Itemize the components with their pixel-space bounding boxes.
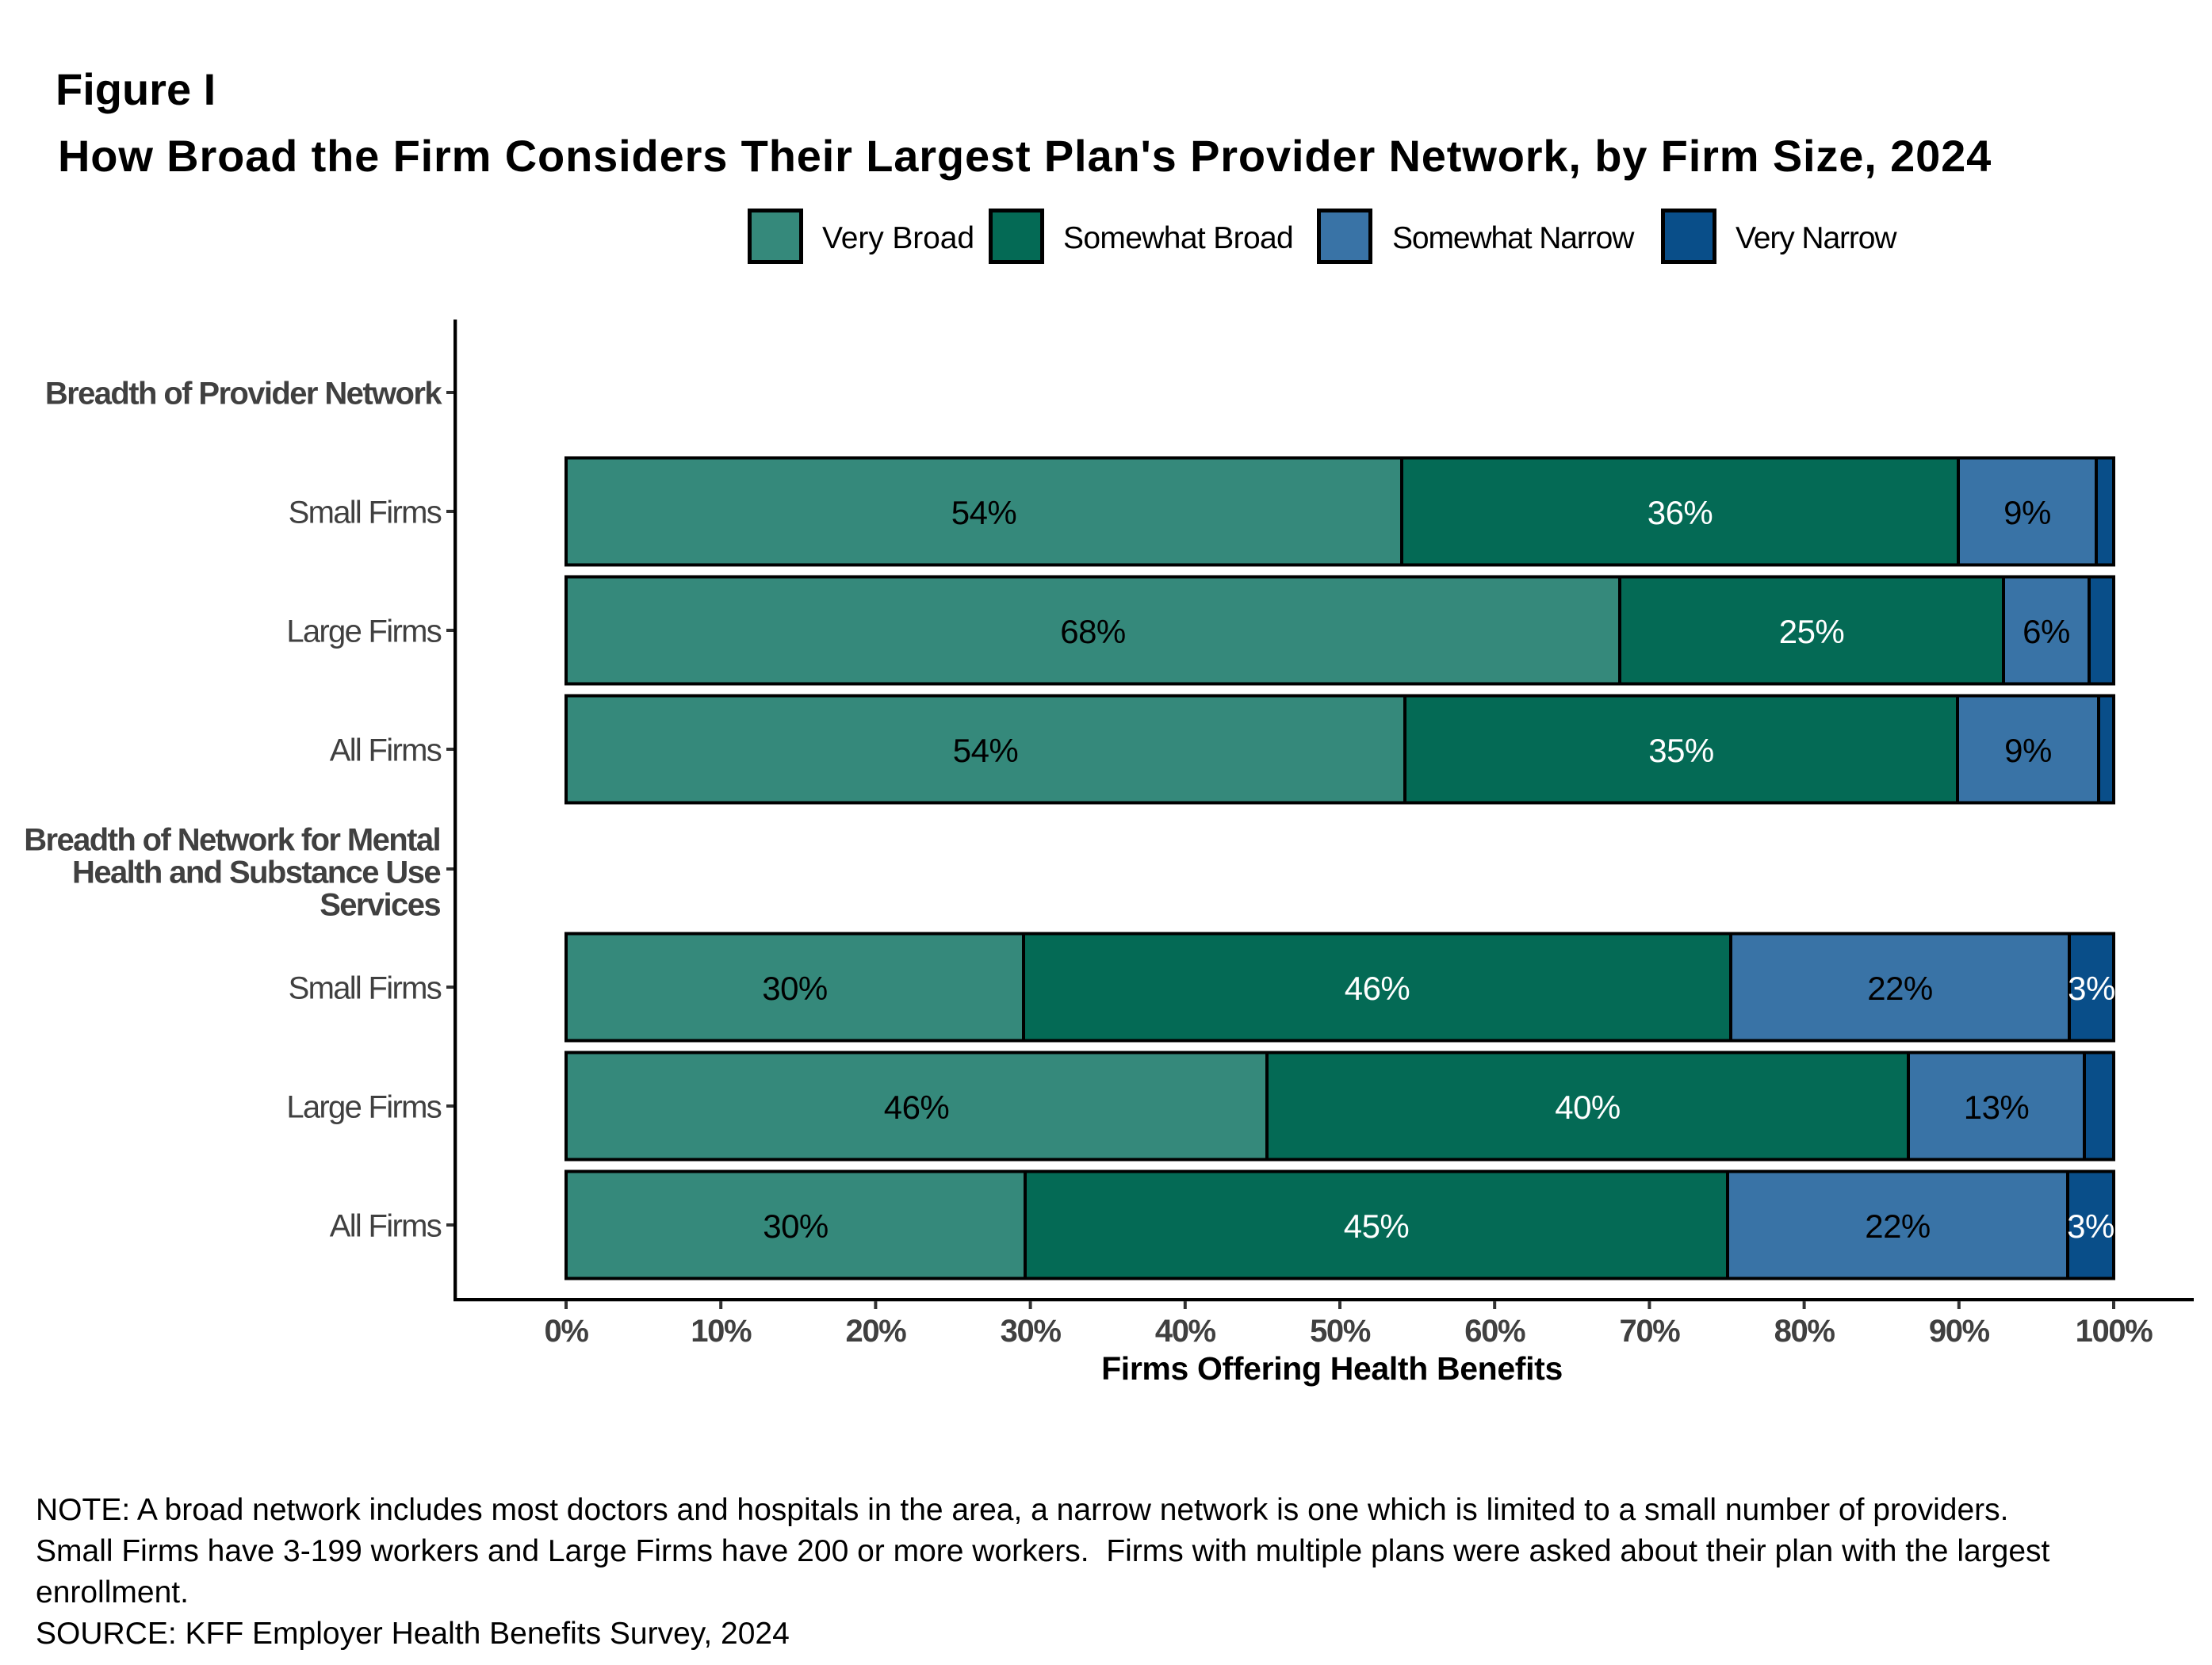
svg-text:45%: 45% <box>1344 1208 1410 1245</box>
svg-text:Large Firms: Large Firms <box>286 1090 441 1125</box>
svg-text:13%: 13% <box>1964 1089 2030 1126</box>
svg-text:0%: 0% <box>544 1314 588 1349</box>
svg-text:3%: 3% <box>2068 970 2115 1007</box>
svg-text:Services: Services <box>320 888 440 923</box>
svg-text:68%: 68% <box>1060 613 1126 650</box>
svg-text:All Firms: All Firms <box>330 733 442 768</box>
svg-text:10%: 10% <box>691 1314 752 1349</box>
svg-text:20%: 20% <box>845 1314 906 1349</box>
svg-text:Small Firms have 3-199 workers: Small Firms have 3-199 workers and Large… <box>36 1534 2050 1568</box>
svg-text:35%: 35% <box>1648 732 1714 769</box>
svg-text:SOURCE: KFF Employer Health Be: SOURCE: KFF Employer Health Benefits Sur… <box>36 1617 790 1651</box>
svg-text:36%: 36% <box>1648 494 1713 531</box>
svg-text:30%: 30% <box>1001 1314 1062 1349</box>
svg-text:Somewhat Narrow: Somewhat Narrow <box>1392 221 1635 255</box>
svg-text:Very Broad: Very Broad <box>822 221 974 255</box>
svg-text:Breadth of Network for Mental: Breadth of Network for Mental <box>24 823 440 858</box>
svg-text:NOTE: A broad network includes: NOTE: A broad network includes most doct… <box>36 1493 2009 1527</box>
svg-text:70%: 70% <box>1619 1314 1680 1349</box>
svg-text:40%: 40% <box>1155 1314 1216 1349</box>
svg-text:22%: 22% <box>1865 1208 1931 1245</box>
svg-text:6%: 6% <box>2023 613 2070 650</box>
svg-text:All Firms: All Firms <box>330 1209 442 1244</box>
svg-text:9%: 9% <box>2004 732 2052 769</box>
svg-text:25%: 25% <box>1779 613 1845 650</box>
svg-text:54%: 54% <box>951 494 1017 531</box>
svg-text:Breadth of Provider Network: Breadth of Provider Network <box>45 377 442 411</box>
svg-text:Small Firms: Small Firms <box>289 496 442 530</box>
svg-text:46%: 46% <box>884 1089 950 1126</box>
svg-text:80%: 80% <box>1774 1314 1835 1349</box>
svg-text:Somewhat Broad: Somewhat Broad <box>1063 221 1293 255</box>
svg-text:54%: 54% <box>953 732 1019 769</box>
svg-text:Health and Substance Use: Health and Substance Use <box>72 855 440 890</box>
svg-text:50%: 50% <box>1310 1314 1371 1349</box>
svg-text:100%: 100% <box>2076 1314 2153 1349</box>
svg-text:30%: 30% <box>762 970 828 1007</box>
svg-text:Figure I: Figure I <box>55 64 216 114</box>
svg-text:60%: 60% <box>1464 1314 1525 1349</box>
svg-text:Very Narrow: Very Narrow <box>1736 221 1897 255</box>
svg-text:30%: 30% <box>763 1208 829 1245</box>
svg-text:Large Firms: Large Firms <box>286 614 441 649</box>
svg-text:9%: 9% <box>2003 494 2051 531</box>
svg-text:40%: 40% <box>1555 1089 1621 1126</box>
svg-text:90%: 90% <box>1929 1314 1990 1349</box>
svg-text:Firms Offering Health Benefits: Firms Offering Health Benefits <box>1101 1350 1563 1387</box>
svg-text:3%: 3% <box>2067 1208 2114 1245</box>
svg-text:enrollment.: enrollment. <box>36 1575 189 1610</box>
svg-text:22%: 22% <box>1867 970 1933 1007</box>
svg-text:Small Firms: Small Firms <box>289 971 442 1006</box>
svg-text:46%: 46% <box>1345 970 1410 1007</box>
svg-text:How Broad the Firm Considers T: How Broad the Firm Considers Their Large… <box>58 131 1992 181</box>
